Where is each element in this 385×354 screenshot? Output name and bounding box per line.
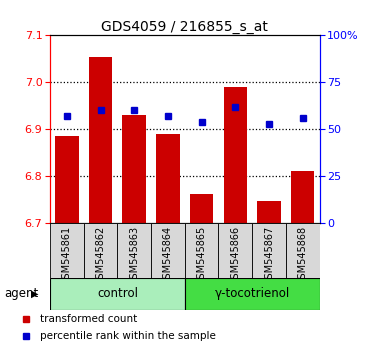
Bar — [156, 134, 180, 223]
Bar — [55, 136, 79, 223]
Bar — [252, 223, 286, 278]
Text: agent: agent — [4, 287, 38, 300]
Text: GSM545863: GSM545863 — [129, 226, 139, 285]
Text: ▶: ▶ — [31, 289, 38, 299]
Bar — [286, 223, 320, 278]
Text: GSM545862: GSM545862 — [95, 226, 105, 285]
Text: control: control — [97, 287, 138, 300]
Text: GSM545865: GSM545865 — [197, 226, 207, 285]
Bar — [257, 200, 281, 223]
Text: GSM545867: GSM545867 — [264, 226, 274, 285]
Text: GSM545866: GSM545866 — [230, 226, 240, 285]
Text: transformed count: transformed count — [40, 314, 137, 324]
Title: GDS4059 / 216855_s_at: GDS4059 / 216855_s_at — [101, 21, 268, 34]
Bar — [291, 171, 315, 223]
Bar — [185, 278, 320, 310]
Bar — [151, 223, 185, 278]
Text: γ-tocotrienol: γ-tocotrienol — [214, 287, 290, 300]
Text: GSM545861: GSM545861 — [62, 226, 72, 285]
Bar — [219, 223, 252, 278]
Bar — [122, 115, 146, 223]
Bar — [185, 223, 219, 278]
Text: percentile rank within the sample: percentile rank within the sample — [40, 331, 216, 341]
Bar — [50, 278, 185, 310]
Bar — [89, 57, 112, 223]
Bar — [84, 223, 117, 278]
Text: GSM545868: GSM545868 — [298, 226, 308, 285]
Text: GSM545864: GSM545864 — [163, 226, 173, 285]
Bar — [50, 223, 84, 278]
Bar — [190, 194, 213, 223]
Bar — [117, 223, 151, 278]
Bar — [224, 87, 247, 223]
